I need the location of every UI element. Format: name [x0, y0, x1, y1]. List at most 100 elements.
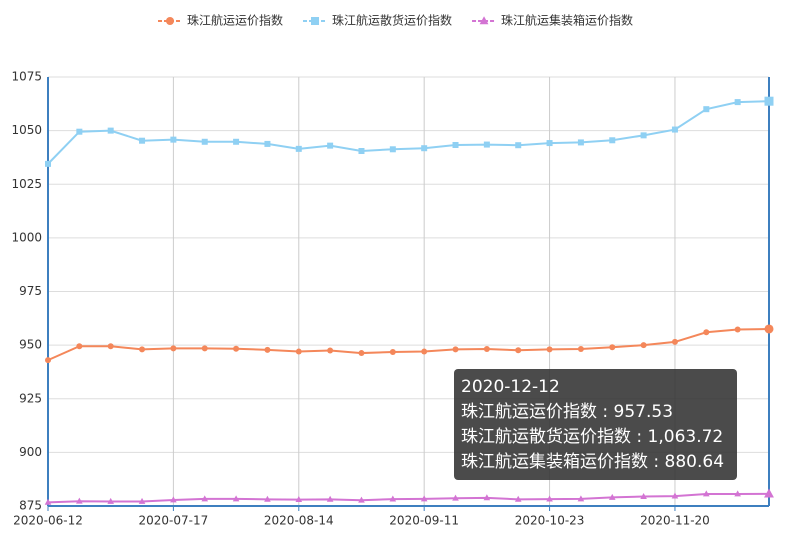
point	[734, 490, 741, 497]
legend-label[interactable]: 珠江航运运价指数	[187, 13, 283, 28]
y-tick-label: 925	[19, 391, 42, 405]
point	[515, 347, 522, 354]
point	[671, 492, 679, 499]
point	[264, 140, 271, 147]
point	[514, 495, 522, 502]
point	[671, 338, 678, 345]
tooltip-line: 珠江航运运价指数 : 957.53	[461, 402, 673, 422]
point	[609, 344, 616, 351]
point	[44, 498, 52, 505]
point	[295, 348, 302, 355]
point	[170, 345, 177, 352]
point	[264, 346, 271, 353]
point	[703, 329, 710, 336]
x-tick-label: 2020-11-20	[640, 514, 710, 528]
point	[76, 343, 83, 350]
point	[546, 140, 553, 147]
point	[76, 128, 83, 135]
legend-label[interactable]: 珠江航运散货运价指数	[332, 13, 452, 28]
point	[327, 347, 334, 354]
point	[479, 16, 489, 25]
point	[311, 17, 320, 25]
point	[327, 142, 334, 149]
point	[483, 345, 490, 352]
tooltip-box	[454, 369, 737, 480]
y-tick-label: 900	[19, 445, 42, 459]
y-tick-label: 1075	[11, 70, 42, 84]
point	[201, 495, 209, 502]
point	[139, 346, 146, 353]
point	[734, 99, 741, 106]
x-tick-label: 2020-10-23	[515, 514, 585, 528]
point	[166, 17, 174, 25]
point	[546, 495, 553, 502]
series-line	[47, 327, 770, 362]
point	[483, 141, 490, 148]
series-line	[47, 492, 770, 504]
point	[609, 137, 616, 144]
point	[201, 345, 208, 352]
x-tick-label: 2020-08-14	[264, 514, 334, 528]
series-line	[47, 100, 770, 165]
point	[420, 495, 428, 502]
point	[76, 497, 83, 504]
point	[233, 138, 240, 145]
point	[577, 495, 585, 502]
point	[608, 493, 616, 500]
tooltip-line: 珠江航运集装箱运价指数 : 880.64	[461, 452, 724, 472]
point	[170, 496, 177, 503]
point	[138, 497, 146, 504]
point	[452, 494, 459, 501]
point	[45, 160, 51, 167]
point	[139, 137, 146, 144]
point	[295, 145, 302, 152]
point	[452, 141, 459, 148]
point	[358, 496, 365, 503]
y-tick-label: 1050	[11, 123, 42, 137]
y-tick-label: 950	[19, 338, 42, 352]
point	[764, 488, 774, 498]
point	[640, 132, 647, 139]
x-tick-label: 2020-09-11	[389, 514, 459, 528]
point	[577, 139, 584, 146]
point	[358, 148, 365, 155]
point	[358, 350, 365, 357]
point	[515, 142, 522, 149]
point	[201, 138, 208, 145]
point	[295, 495, 303, 502]
point	[421, 145, 428, 152]
point	[671, 126, 678, 133]
point	[389, 146, 396, 153]
point	[640, 342, 647, 349]
point	[577, 345, 584, 352]
point	[764, 96, 774, 106]
legend-label[interactable]: 珠江航运集装箱运价指数	[501, 13, 633, 28]
y-tick-label: 1000	[11, 230, 42, 244]
point	[45, 357, 51, 364]
y-tick-label: 975	[19, 284, 42, 298]
tooltip-title: 2020-12-12	[461, 377, 560, 397]
point	[389, 495, 397, 502]
point	[107, 343, 114, 350]
point	[703, 106, 710, 113]
point	[640, 492, 647, 499]
point	[734, 326, 741, 333]
point	[703, 490, 710, 497]
x-tick-label: 2020-06-12	[13, 514, 83, 528]
point	[107, 497, 114, 504]
point	[107, 127, 114, 134]
point	[452, 346, 459, 353]
point	[264, 495, 271, 502]
point	[389, 348, 396, 355]
y-tick-label: 875	[19, 499, 42, 513]
point	[232, 495, 240, 502]
point	[546, 346, 553, 353]
point	[421, 348, 428, 355]
y-tick-label: 1025	[11, 177, 42, 191]
x-tick-label: 2020-07-17	[139, 514, 209, 528]
point	[483, 494, 491, 501]
point	[764, 324, 774, 334]
tooltip-line: 珠江航运散货运价指数 : 1,063.72	[461, 427, 723, 447]
point	[170, 136, 177, 143]
